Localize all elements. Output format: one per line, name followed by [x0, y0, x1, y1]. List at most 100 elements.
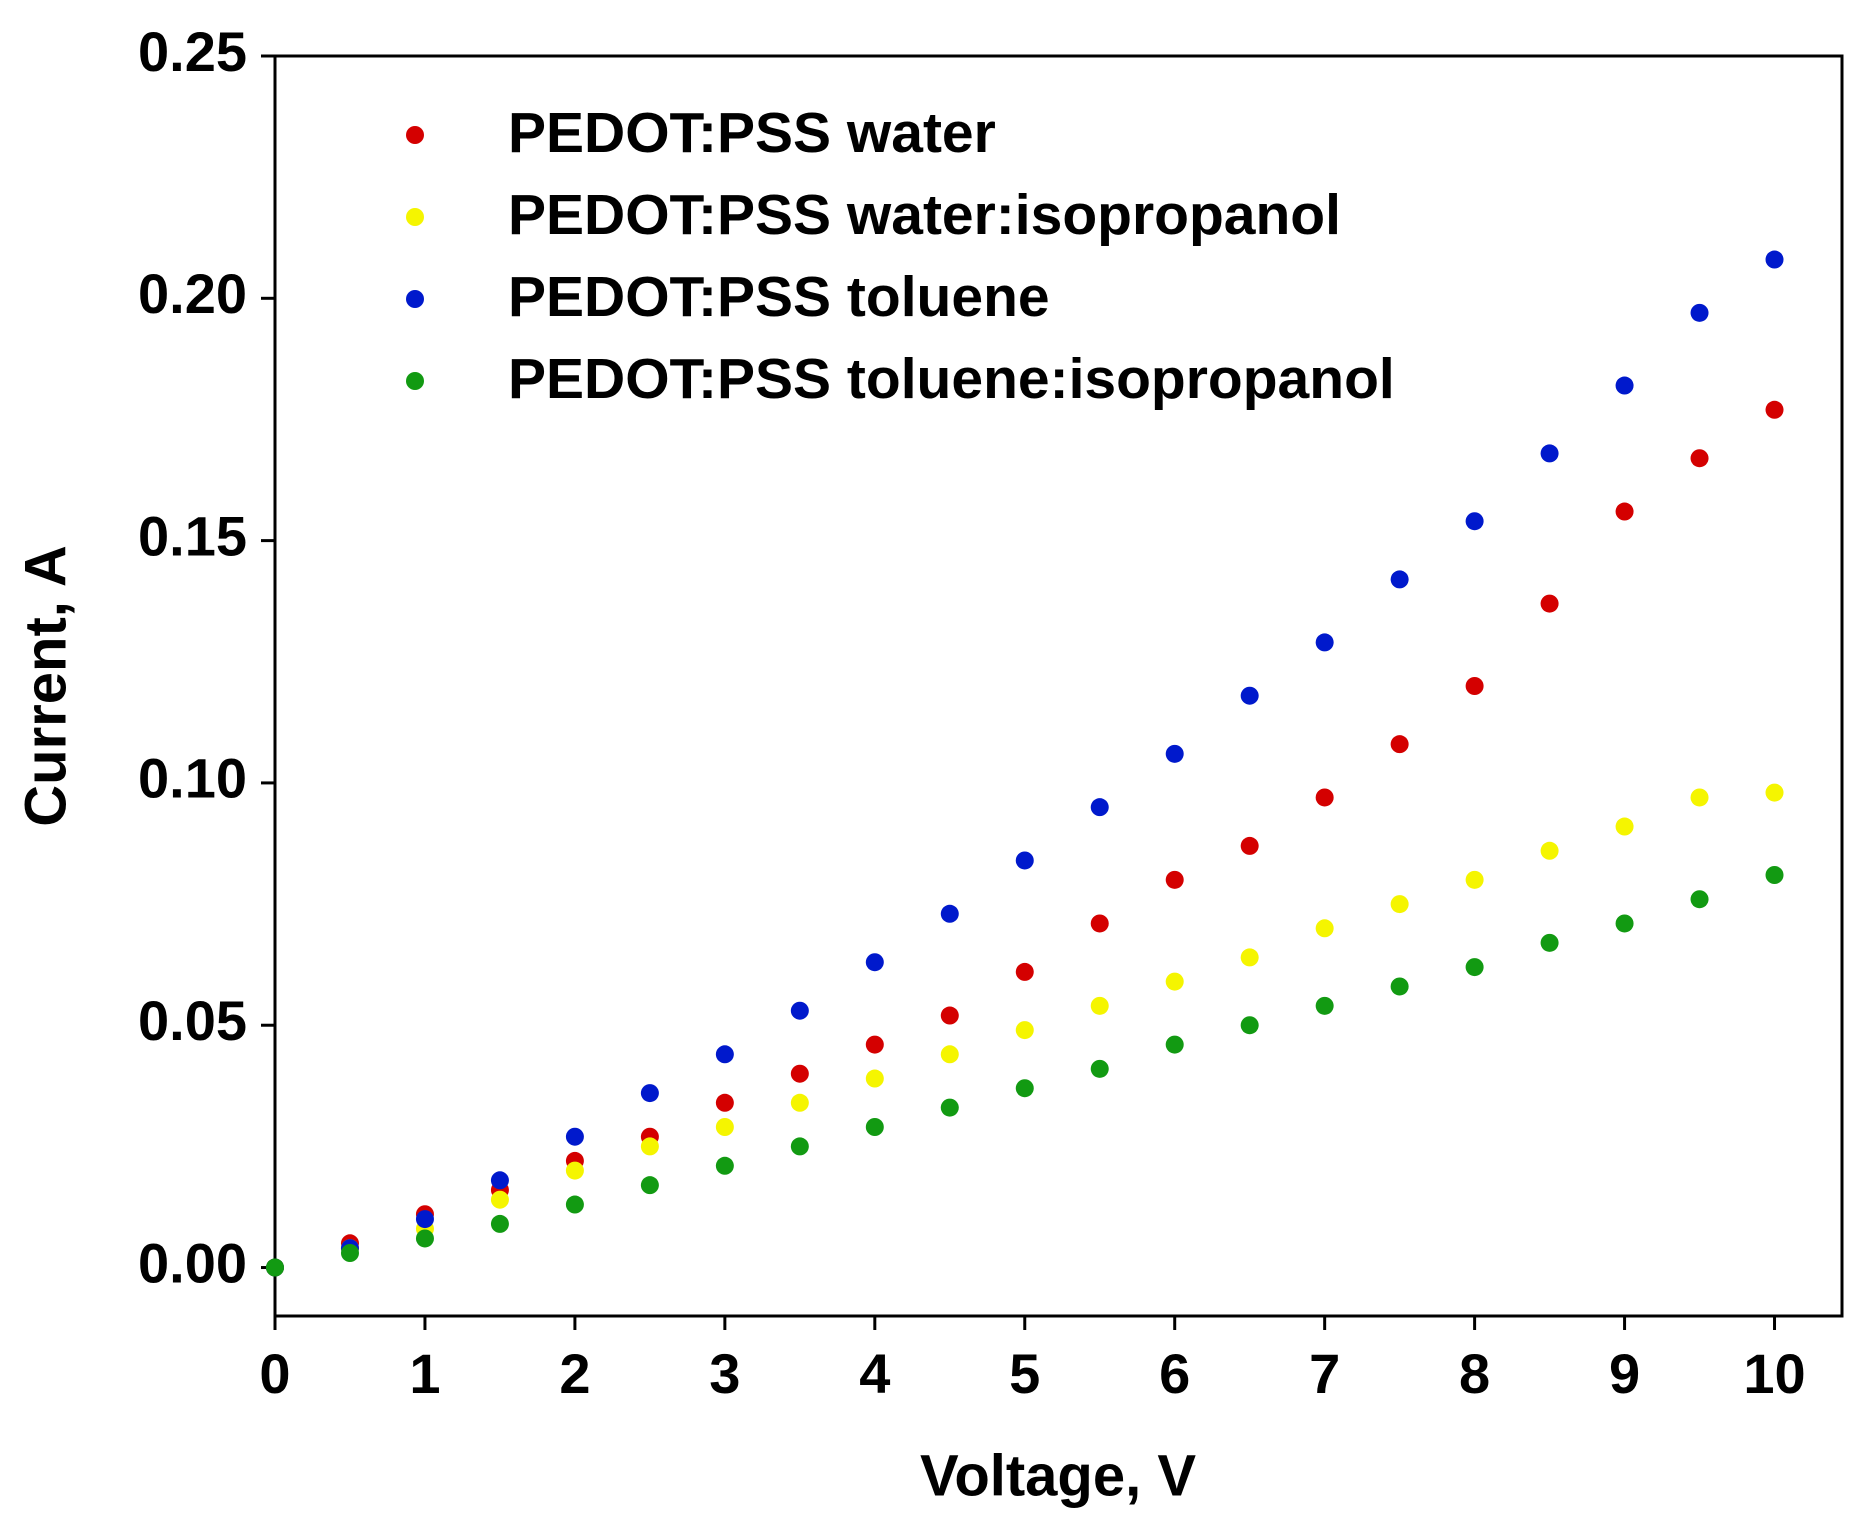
x-tick-label: 7: [1309, 1342, 1340, 1405]
data-point: [565, 1195, 584, 1214]
data-point: [640, 1176, 659, 1195]
legend-label: PEDOT:PSS water: [508, 101, 996, 165]
legend-marker: [406, 126, 424, 144]
y-tick-label: 0.10: [138, 747, 247, 810]
x-tick-label: 5: [1009, 1342, 1040, 1405]
data-point: [865, 1035, 884, 1054]
data-point: [1390, 977, 1409, 996]
data-point: [1540, 933, 1559, 952]
y-axis-label: Current, A: [13, 545, 78, 826]
data-point: [940, 904, 959, 923]
y-tick-label: 0.05: [138, 989, 247, 1052]
data-point: [1765, 783, 1784, 802]
data-point: [1315, 788, 1334, 807]
data-point: [1390, 735, 1409, 754]
data-point: [1015, 1021, 1034, 1040]
data-point: [715, 1156, 734, 1175]
data-point: [1240, 948, 1259, 967]
data-point: [1615, 914, 1634, 933]
data-point: [1240, 1016, 1259, 1035]
x-tick-label: 0: [259, 1342, 290, 1405]
data-point: [940, 1006, 959, 1025]
x-tick-label: 1: [409, 1342, 440, 1405]
data-point: [415, 1229, 434, 1248]
data-point: [340, 1244, 359, 1262]
data-point: [490, 1190, 509, 1209]
data-point: [790, 1137, 809, 1156]
data-point: [490, 1214, 509, 1233]
data-point: [790, 1064, 809, 1083]
data-point: [1765, 866, 1784, 884]
legend-label: PEDOT:PSS toluene:isopropanol: [508, 347, 1395, 411]
x-tick-label: 4: [859, 1342, 890, 1405]
data-point: [1540, 594, 1559, 613]
data-point: [1690, 303, 1709, 322]
data-point: [640, 1084, 659, 1103]
data-point: [415, 1210, 434, 1229]
data-point: [1015, 962, 1034, 981]
data-point: [490, 1171, 509, 1190]
data-point: [940, 1045, 959, 1064]
x-tick-label: 9: [1609, 1342, 1640, 1405]
data-point: [1240, 836, 1259, 855]
data-point: [1165, 870, 1184, 889]
data-point: [1540, 444, 1559, 463]
data-point: [1690, 788, 1709, 807]
data-point: [1090, 914, 1109, 933]
data-point: [1315, 633, 1334, 652]
data-point: [565, 1127, 584, 1146]
data-point: [1165, 972, 1184, 991]
data-point: [1615, 376, 1634, 395]
data-point: [1165, 744, 1184, 763]
data-point: [640, 1137, 659, 1156]
y-tick-label: 0.00: [138, 1231, 247, 1294]
data-point: [865, 1069, 884, 1088]
y-tick-label: 0.20: [138, 262, 247, 325]
x-tick-label: 10: [1743, 1342, 1805, 1405]
data-point: [1690, 449, 1709, 468]
data-point: [1390, 570, 1409, 589]
data-point: [715, 1045, 734, 1064]
data-point: [1465, 870, 1484, 889]
plot-frame: [273, 54, 1844, 1318]
data-point: [1315, 996, 1334, 1015]
data-point: [1390, 895, 1409, 914]
legend-label: PEDOT:PSS toluene: [508, 265, 1050, 329]
legend-label: PEDOT:PSS water:isopropanol: [508, 183, 1341, 247]
x-axis-label: Voltage, V: [920, 1443, 1196, 1508]
data-point: [565, 1161, 584, 1180]
x-tick-label: 3: [709, 1342, 740, 1405]
data-point: [1465, 512, 1484, 531]
y-tick-label: 0.25: [138, 20, 247, 83]
x-tick-label: 2: [559, 1342, 590, 1405]
data-point: [715, 1118, 734, 1136]
data-point: [1090, 996, 1109, 1015]
data-point: [1015, 851, 1034, 870]
x-tick-label: 8: [1459, 1342, 1490, 1405]
data-point: [1615, 502, 1634, 521]
data-point: [266, 1258, 284, 1277]
data-point: [1765, 400, 1784, 419]
data-point: [1765, 250, 1784, 269]
data-point: [1540, 841, 1559, 860]
legend-marker: [406, 372, 424, 390]
data-point: [940, 1098, 959, 1117]
x-tick-label: 6: [1159, 1342, 1190, 1405]
data-point: [1015, 1079, 1034, 1098]
data-point: [790, 1093, 809, 1112]
legend-marker: [406, 290, 424, 308]
data-point: [1165, 1035, 1184, 1054]
data-point: [1240, 686, 1259, 705]
data-point: [1690, 890, 1709, 909]
data-point: [1315, 919, 1334, 938]
data-point: [715, 1093, 734, 1112]
y-tick-label: 0.15: [138, 504, 247, 567]
data-point: [1090, 798, 1109, 817]
legend-marker: [406, 208, 424, 226]
data-point: [1615, 817, 1634, 836]
data-point: [790, 1001, 809, 1020]
data-point: [1090, 1059, 1109, 1078]
data-point: [865, 1118, 884, 1136]
data-point: [865, 953, 884, 972]
